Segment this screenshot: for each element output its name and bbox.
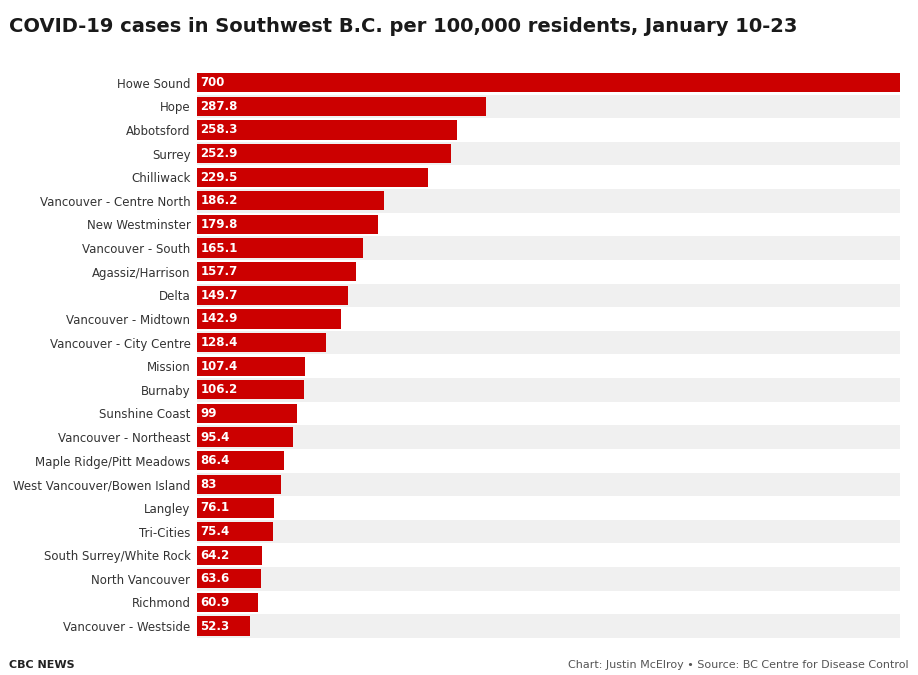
Bar	[197, 73, 900, 92]
Text: 700: 700	[200, 76, 225, 89]
Text: 165.1: 165.1	[200, 242, 238, 254]
Bar	[197, 144, 451, 163]
Text: CBC NEWS: CBC NEWS	[9, 659, 74, 670]
Bar	[197, 543, 900, 567]
Bar	[197, 427, 293, 447]
Bar	[197, 496, 900, 520]
Bar	[197, 520, 900, 543]
Bar	[197, 380, 304, 400]
Bar	[197, 449, 900, 472]
Bar	[197, 404, 297, 423]
Bar	[197, 120, 456, 140]
Bar	[197, 71, 900, 95]
Bar	[197, 165, 900, 189]
Bar	[197, 307, 900, 331]
Bar	[197, 402, 900, 425]
Bar	[197, 238, 363, 258]
Text: 128.4: 128.4	[200, 336, 238, 349]
Bar	[197, 260, 900, 284]
Bar	[197, 498, 274, 518]
Text: 287.8: 287.8	[200, 100, 238, 113]
Bar	[197, 356, 305, 376]
Bar	[197, 331, 900, 354]
Bar	[197, 215, 377, 234]
Text: 83: 83	[200, 478, 217, 491]
Text: 99: 99	[200, 407, 217, 420]
Text: 149.7: 149.7	[200, 289, 238, 302]
Bar	[197, 451, 284, 470]
Text: 95.4: 95.4	[200, 431, 230, 443]
Bar	[197, 616, 250, 636]
Text: 179.8: 179.8	[200, 218, 238, 231]
Bar	[197, 425, 900, 449]
Text: 86.4: 86.4	[200, 454, 230, 467]
Text: 64.2: 64.2	[200, 549, 230, 562]
Bar	[197, 472, 900, 496]
Text: 75.4: 75.4	[200, 525, 230, 538]
Bar	[197, 142, 900, 165]
Bar	[197, 614, 900, 638]
Text: COVID-19 cases in Southwest B.C. per 100,000 residents, January 10-23: COVID-19 cases in Southwest B.C. per 100…	[9, 17, 798, 36]
Bar	[197, 262, 355, 281]
Bar	[197, 118, 900, 142]
Bar	[197, 475, 281, 494]
Text: 76.1: 76.1	[200, 502, 230, 514]
Bar	[197, 522, 273, 541]
Bar	[197, 236, 900, 260]
Bar	[197, 284, 900, 307]
Bar	[197, 189, 900, 213]
Text: 142.9: 142.9	[200, 313, 238, 325]
Bar	[197, 378, 900, 402]
Bar	[197, 567, 900, 591]
Bar	[197, 545, 262, 565]
Text: 63.6: 63.6	[200, 572, 230, 585]
Text: 106.2: 106.2	[200, 383, 238, 396]
Bar	[197, 569, 262, 589]
Text: Chart: Justin McElroy • Source: BC Centre for Disease Control: Chart: Justin McElroy • Source: BC Centr…	[568, 659, 909, 670]
Text: 258.3: 258.3	[200, 124, 238, 136]
Bar	[197, 333, 326, 352]
Bar	[197, 593, 259, 612]
Text: 229.5: 229.5	[200, 171, 238, 184]
Bar	[197, 213, 900, 236]
Text: 60.9: 60.9	[200, 596, 230, 609]
Text: 157.7: 157.7	[200, 265, 238, 278]
Text: 107.4: 107.4	[200, 360, 238, 373]
Bar	[197, 167, 428, 187]
Text: 252.9: 252.9	[200, 147, 238, 160]
Bar	[197, 191, 384, 211]
Text: 186.2: 186.2	[200, 194, 238, 207]
Bar	[197, 95, 900, 118]
Text: 52.3: 52.3	[200, 620, 230, 632]
Bar	[197, 286, 348, 305]
Bar	[197, 309, 341, 329]
Bar	[197, 97, 487, 116]
Bar	[197, 354, 900, 378]
Bar	[197, 591, 900, 614]
